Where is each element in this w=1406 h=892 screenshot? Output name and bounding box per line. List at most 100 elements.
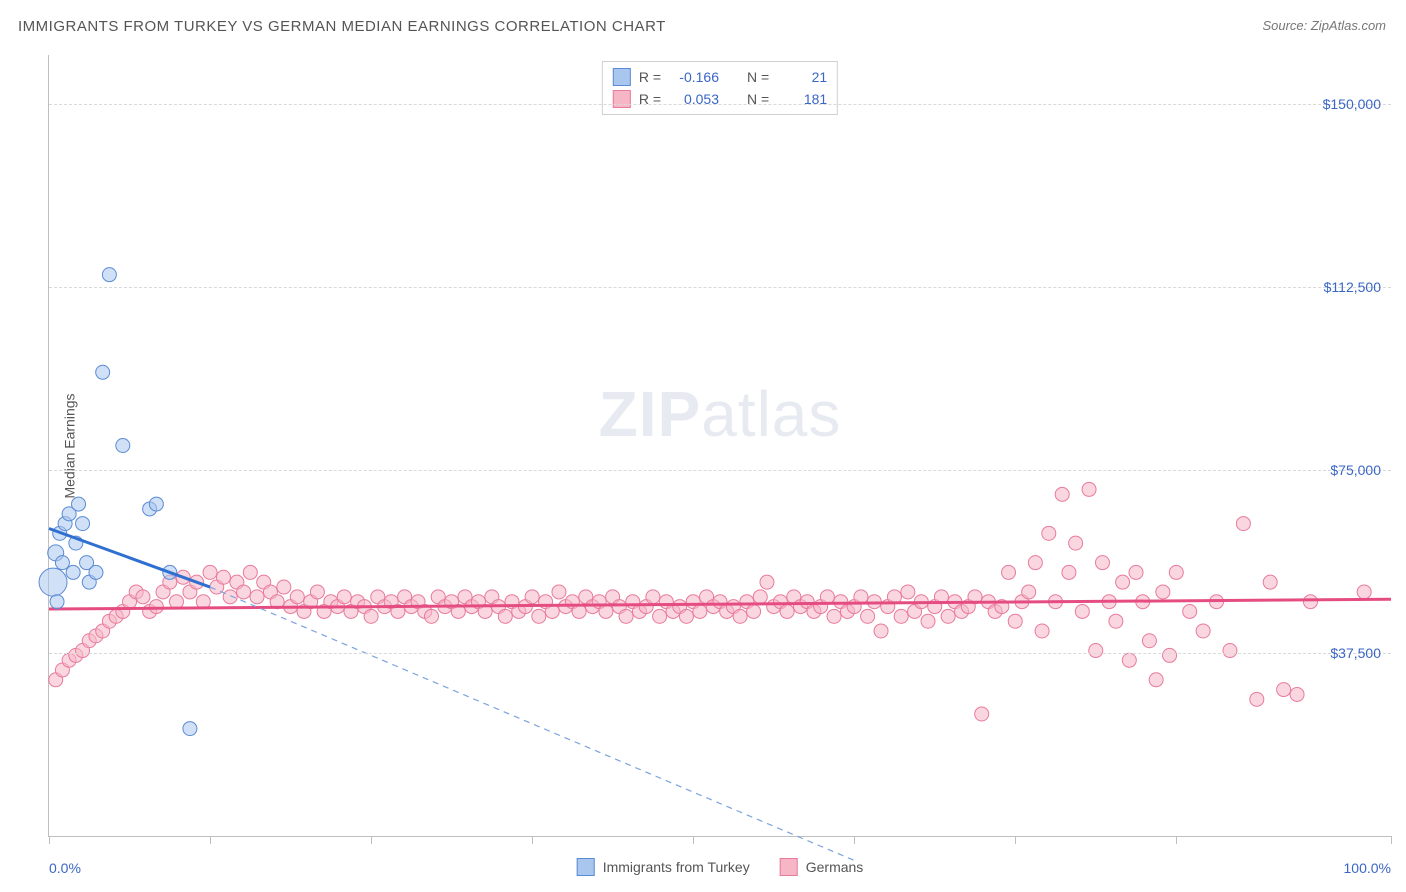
data-point <box>1236 517 1250 531</box>
data-point <box>1277 683 1291 697</box>
data-point <box>1290 687 1304 701</box>
gridline <box>49 470 1391 471</box>
data-point <box>747 604 761 618</box>
data-point <box>901 585 915 599</box>
data-point <box>1002 565 1016 579</box>
data-point <box>183 722 197 736</box>
data-point <box>1357 585 1371 599</box>
data-point <box>1008 614 1022 628</box>
y-tick-label: $75,000 <box>1330 462 1381 478</box>
data-point <box>290 590 304 604</box>
gridline <box>49 104 1391 105</box>
data-point <box>498 609 512 623</box>
data-point <box>216 570 230 584</box>
data-point <box>102 268 116 282</box>
data-point <box>1028 556 1042 570</box>
data-point <box>250 590 264 604</box>
data-point <box>1055 487 1069 501</box>
data-point <box>975 707 989 721</box>
chart-title: IMMIGRANTS FROM TURKEY VS GERMAN MEDIAN … <box>18 18 666 35</box>
data-point <box>599 604 613 618</box>
source-label: Source: ZipAtlas.com <box>1262 18 1386 33</box>
gridline <box>49 653 1391 654</box>
data-point <box>337 590 351 604</box>
data-point <box>1069 536 1083 550</box>
data-point <box>203 565 217 579</box>
data-point <box>1169 565 1183 579</box>
data-point <box>827 609 841 623</box>
data-point <box>424 609 438 623</box>
data-point <box>1042 526 1056 540</box>
data-point <box>1075 604 1089 618</box>
data-point <box>525 590 539 604</box>
data-point <box>733 609 747 623</box>
x-tick <box>210 836 211 844</box>
data-point <box>149 600 163 614</box>
data-point <box>1223 644 1237 658</box>
data-point <box>1062 565 1076 579</box>
data-point <box>310 585 324 599</box>
data-point <box>1149 673 1163 687</box>
data-point <box>116 439 130 453</box>
data-point <box>55 556 69 570</box>
data-point <box>39 568 67 596</box>
data-point <box>619 609 633 623</box>
legend-label-turkey: Immigrants from Turkey <box>603 859 750 875</box>
data-point <box>532 609 546 623</box>
data-point <box>364 609 378 623</box>
x-tick <box>532 836 533 844</box>
data-point <box>1250 692 1264 706</box>
data-point <box>760 575 774 589</box>
data-point <box>72 497 86 511</box>
data-point <box>1109 614 1123 628</box>
y-tick-label: $112,500 <box>1324 279 1381 295</box>
legend-item-germans: Germans <box>780 858 864 876</box>
data-point <box>693 604 707 618</box>
data-point <box>1129 565 1143 579</box>
data-point <box>1183 604 1197 618</box>
data-point <box>136 590 150 604</box>
x-axis-max-label: 100.0% <box>1344 860 1391 876</box>
data-point <box>1196 624 1210 638</box>
data-point <box>646 590 660 604</box>
data-point <box>149 497 163 511</box>
data-point <box>820 590 834 604</box>
data-point <box>223 590 237 604</box>
data-point <box>277 580 291 594</box>
data-point <box>1089 644 1103 658</box>
data-point <box>1082 482 1096 496</box>
series-legend: Immigrants from Turkey Germans <box>577 858 864 876</box>
y-tick-label: $150,000 <box>1323 96 1381 112</box>
data-point <box>1022 585 1036 599</box>
data-point <box>894 609 908 623</box>
data-point <box>1122 653 1136 667</box>
x-tick <box>49 836 50 844</box>
y-tick-label: $37,500 <box>1330 645 1381 661</box>
data-point <box>679 609 693 623</box>
data-point <box>50 595 64 609</box>
plot-area: Median Earnings ZIPatlas R = -0.166 N = … <box>48 55 1391 837</box>
data-point <box>753 590 767 604</box>
chart-container: IMMIGRANTS FROM TURKEY VS GERMAN MEDIAN … <box>0 0 1406 892</box>
swatch-turkey-icon <box>577 858 595 876</box>
data-point <box>89 565 103 579</box>
plot-svg <box>49 55 1391 836</box>
data-point <box>76 517 90 531</box>
data-point <box>1163 648 1177 662</box>
x-tick <box>1391 836 1392 844</box>
gridline <box>49 287 1391 288</box>
trend-line <box>210 587 854 860</box>
x-tick <box>854 836 855 844</box>
data-point <box>861 609 875 623</box>
data-point <box>1156 585 1170 599</box>
x-tick <box>1176 836 1177 844</box>
swatch-germans-icon <box>780 858 798 876</box>
data-point <box>653 609 667 623</box>
legend-label-germans: Germans <box>806 859 864 875</box>
data-point <box>921 614 935 628</box>
data-point <box>237 585 251 599</box>
data-point <box>1263 575 1277 589</box>
data-point <box>243 565 257 579</box>
legend-item-turkey: Immigrants from Turkey <box>577 858 750 876</box>
data-point <box>552 585 566 599</box>
